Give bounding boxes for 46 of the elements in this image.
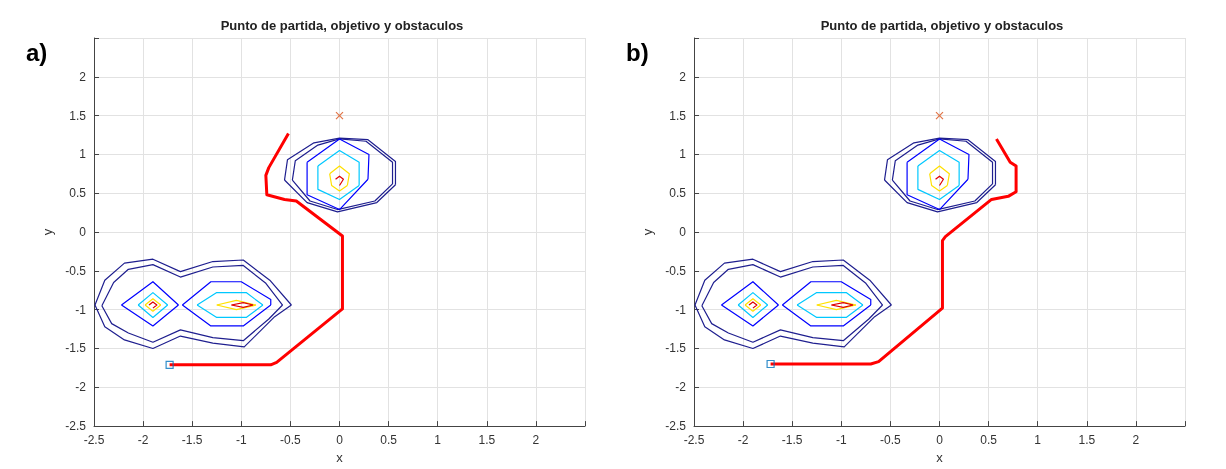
x-tick-label: -1 (835, 433, 847, 448)
x-tick-label: -1.5 (781, 433, 803, 448)
x-tick-label: 1 (434, 433, 442, 448)
text: a) (26, 38, 48, 66)
x-axis-title: x (336, 450, 344, 465)
text: b) (626, 38, 649, 66)
y-tick-label: -0.5 (65, 263, 87, 278)
y-tick-label: 2 (79, 69, 87, 84)
x-tick-label: -1.5 (181, 433, 203, 448)
y-tick-label: 0 (79, 225, 87, 240)
y-tick-label: -1 (75, 302, 87, 317)
x-tick-label: 0.5 (980, 433, 998, 448)
y-tick-label: -2.5 (665, 419, 687, 434)
y-tick-label: -2 (75, 380, 87, 395)
y-tick-label: 0 (679, 225, 687, 240)
x-tick-label: -2 (737, 433, 749, 448)
x-tick-label: 2 (532, 433, 540, 448)
x-tick-label: -1 (235, 433, 247, 448)
x-tick-label: 0.5 (380, 433, 398, 448)
chart-title: Punto de partida, objetivo y obstaculos (820, 18, 1064, 33)
y-tick-label: 2 (679, 69, 687, 84)
y-axis-title: y (40, 228, 55, 236)
y-tick-label: -1 (675, 302, 687, 317)
x-tick-label: 1 (1034, 433, 1042, 448)
y-tick-label: 0.5 (69, 186, 87, 201)
y-tick-label: -1.5 (665, 341, 687, 356)
y-tick-label: -2 (675, 380, 687, 395)
x-tick-label: 1.5 (1078, 433, 1096, 448)
x-tick-label: 0 (336, 433, 344, 448)
x-tick-label: 0 (936, 433, 944, 448)
x-axis-title: x (936, 450, 944, 465)
y-tick-label: 1 (679, 147, 687, 162)
x-tick-label: -2 (137, 433, 149, 448)
x-tick-label: 2 (1132, 433, 1140, 448)
y-tick-label: -2.5 (65, 419, 87, 434)
x-tick-label: -0.5 (880, 433, 902, 448)
y-tick-label: 1.5 (69, 108, 87, 123)
y-tick-label: 1.5 (669, 108, 687, 123)
y-tick-label: 0.5 (669, 186, 687, 201)
chart-title: Punto de partida, objetivo y obstaculos (220, 18, 464, 33)
y-axis-title: y (640, 228, 655, 236)
y-tick-label: -0.5 (665, 263, 687, 278)
y-tick-label: -1.5 (65, 341, 87, 356)
y-tick-label: 1 (79, 147, 87, 162)
x-tick-label: 1.5 (478, 433, 496, 448)
x-tick-label: -0.5 (280, 433, 302, 448)
